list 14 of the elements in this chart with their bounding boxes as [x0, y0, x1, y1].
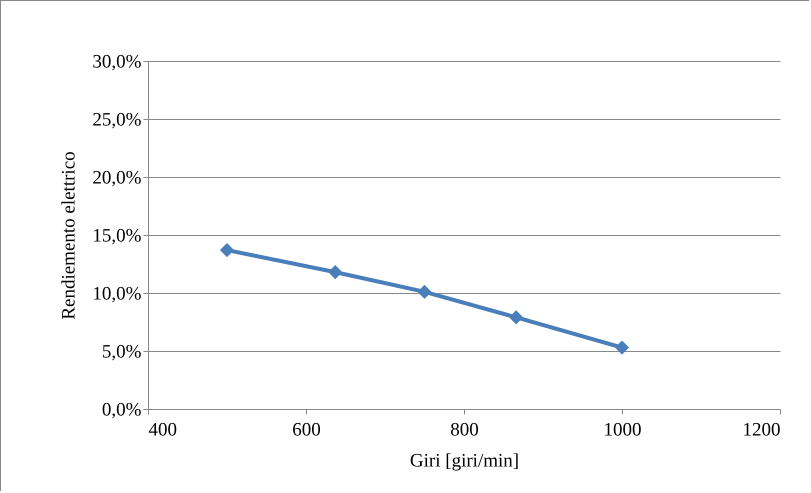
x-tick-label: 1200: [742, 420, 780, 440]
y-tick-label: 30,0%: [92, 52, 142, 72]
y-tick-label: 10,0%: [92, 284, 142, 304]
y-tick-label: 20,0%: [92, 168, 142, 188]
x-tick-label: 600: [292, 420, 321, 440]
y-tick-label: 25,0%: [92, 110, 142, 130]
y-tick-label: 15,0%: [92, 226, 142, 246]
x-tick-label: 800: [450, 420, 479, 440]
x-tick-label: 1000: [604, 420, 642, 440]
y-tick-label: 0,0%: [102, 400, 142, 420]
x-axis-title: Giri [giri/min]: [410, 450, 520, 472]
x-tick-label: 400: [148, 420, 177, 440]
y-axis-title: Rendiemento elettrico: [58, 151, 80, 320]
y-tick-label: 5,0%: [102, 342, 142, 362]
